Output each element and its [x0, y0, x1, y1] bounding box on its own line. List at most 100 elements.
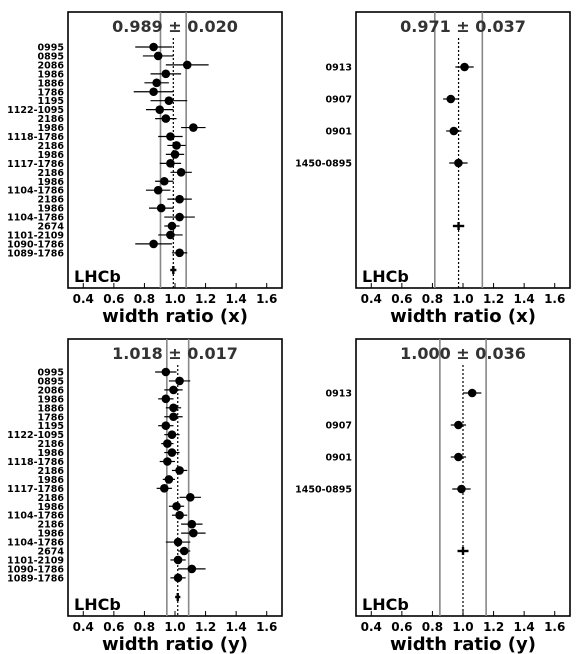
point-label: 1986 [38, 150, 65, 161]
data-point [467, 388, 477, 398]
data-point [160, 176, 169, 186]
point-label: 1986 [38, 529, 65, 540]
x-tick-label: 1.2 [195, 292, 216, 306]
x-axis-label: width ratio (x) [102, 306, 248, 327]
x-tick-label: 0.6 [103, 620, 124, 634]
data-point [149, 87, 158, 97]
data-point [175, 194, 184, 204]
point-label: 2674 [38, 222, 65, 233]
x-axis-label: width ratio (x) [390, 306, 536, 327]
point-label: 1450-0895 [295, 485, 352, 496]
lhcb-watermark: LHCb [362, 595, 409, 614]
x-tick-label: 0.8 [422, 620, 443, 634]
data-point [446, 94, 456, 104]
point-label: 1101-2109 [7, 230, 64, 241]
point-label: 2186 [38, 520, 65, 531]
data-point [454, 452, 463, 462]
x-axis-label: width ratio (y) [390, 634, 536, 654]
x-tick-label: 0.4 [361, 620, 382, 634]
data-point [173, 573, 183, 583]
data-point [172, 141, 181, 150]
data-point [155, 105, 165, 114]
data-point [161, 421, 171, 431]
point-label: 0907 [326, 95, 352, 106]
data-point [161, 394, 171, 404]
point-label: 1101-2109 [7, 555, 64, 566]
data-point [166, 159, 175, 168]
point-label: 1117-1786 [7, 159, 64, 170]
point-label: 1886 [38, 403, 65, 414]
plot-frame [355, 11, 571, 289]
data-point [166, 132, 175, 141]
data-point [153, 51, 163, 61]
point-label: 1986 [38, 123, 65, 134]
plot-frame [67, 11, 283, 289]
point-label: 2186 [38, 493, 65, 504]
x-tick-label: 0.6 [103, 292, 124, 306]
point-label: 1195 [38, 96, 64, 107]
data-point [164, 475, 174, 484]
x-tick-label: 1.4 [226, 292, 247, 306]
data-point [161, 367, 171, 377]
point-label: 2674 [38, 547, 65, 558]
point-label: 1450-0895 [295, 159, 352, 170]
data-point [167, 221, 177, 231]
x-tick-label: 1.4 [514, 292, 535, 306]
point-label: 0907 [326, 421, 352, 432]
data-point [179, 546, 189, 556]
point-label: 1104-1786 [7, 511, 64, 522]
data-point [160, 484, 169, 493]
lhcb-watermark: LHCb [362, 267, 409, 286]
data-point [149, 239, 158, 249]
data-point [172, 501, 181, 511]
panel-2: 0.971 ± 0.037 LHCb 0.4 0.6 0.8 1.0 1.2 1.4 1.6 wi… [295, 11, 571, 327]
x-tick-label: 1.0 [164, 620, 185, 634]
data-point [152, 78, 161, 88]
data-point [166, 230, 175, 240]
x-tick-label: 1.4 [514, 620, 535, 634]
data-point [185, 493, 195, 502]
data-point [454, 420, 463, 430]
data-point [175, 212, 184, 222]
x-tick-label: 1.6 [256, 620, 277, 634]
lhcb-watermark: LHCb [74, 267, 121, 286]
x-tick-label: 0.6 [391, 620, 412, 634]
data-point [173, 555, 183, 565]
x-tick-label: 1.6 [544, 292, 565, 306]
x-tick-label: 0.4 [361, 292, 382, 306]
point-label: 0901 [326, 453, 352, 464]
x-tick-label: 0.4 [73, 620, 94, 634]
data-point [163, 439, 172, 448]
point-label: 2186 [38, 168, 65, 179]
x-tick-label: 1.6 [256, 292, 277, 306]
data-point [449, 126, 459, 136]
point-label: 2186 [38, 439, 65, 450]
point-label: 1986 [38, 69, 65, 80]
point-label: 2086 [38, 60, 65, 71]
data-point [164, 96, 174, 105]
data-point [167, 430, 177, 439]
point-label: 1122-1095 [7, 105, 64, 116]
point-label: 0895 [38, 51, 64, 62]
point-label: 1118-1786 [7, 132, 64, 143]
data-point [167, 448, 177, 457]
point-label: 1786 [38, 87, 65, 98]
data-point [169, 385, 178, 395]
data-point [457, 484, 466, 494]
data-point [175, 510, 184, 520]
x-tick-label: 0.8 [134, 292, 155, 306]
x-tick-label: 0.8 [134, 620, 155, 634]
data-point [156, 203, 166, 213]
x-tick-label: 1.4 [226, 620, 247, 634]
data-point [169, 412, 178, 422]
point-label: 1104-1786 [7, 213, 64, 224]
data-point [187, 564, 197, 574]
point-label: 1986 [38, 177, 65, 188]
x-tick-label: 1.2 [483, 620, 504, 634]
data-point [175, 376, 184, 386]
point-label: 1104-1786 [7, 186, 64, 197]
point-label: 1090-1786 [7, 239, 64, 250]
x-tick-label: 1.2 [483, 292, 504, 306]
data-point [189, 528, 198, 538]
